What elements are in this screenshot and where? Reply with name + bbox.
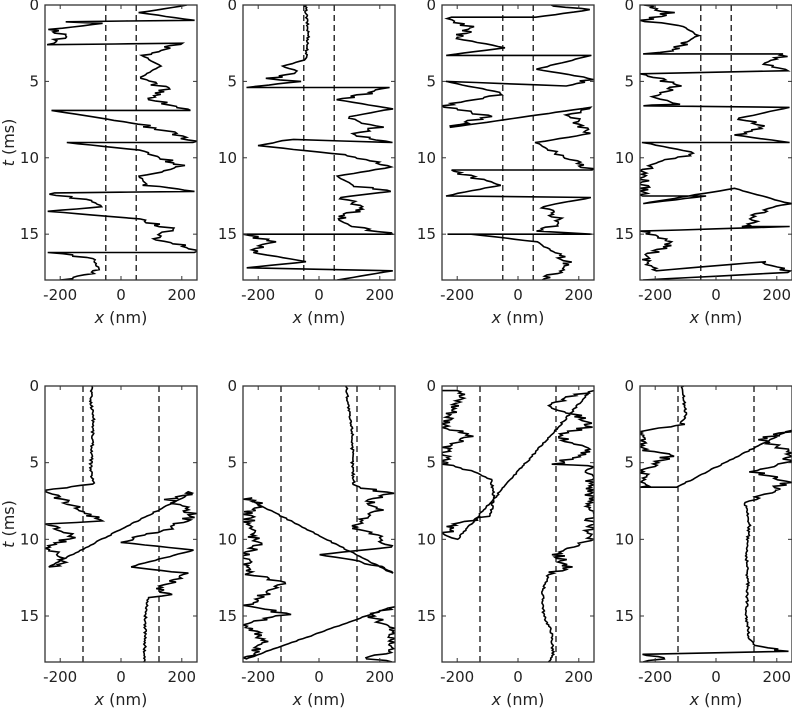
x-tick-label: -200 bbox=[241, 668, 275, 686]
axes-frame bbox=[441, 385, 595, 663]
x-tick-label: 200 bbox=[564, 286, 593, 304]
trajectory-trace bbox=[640, 5, 792, 280]
y-tick-label: 5 bbox=[227, 454, 237, 472]
x-tick-label: 0 bbox=[314, 286, 324, 304]
trajectory-trace bbox=[243, 5, 394, 280]
x-tick-label: 0 bbox=[513, 286, 523, 304]
y-tick-label: 0 bbox=[426, 377, 436, 395]
y-tick-label: 15 bbox=[417, 225, 436, 243]
y-axis-label: t (ms) bbox=[0, 500, 18, 548]
x-axis-label: x (nm) bbox=[292, 690, 346, 709]
x-tick-label: 200 bbox=[365, 286, 394, 304]
y-axis-label: t (ms) bbox=[0, 119, 18, 167]
x-tick-label: -200 bbox=[43, 286, 77, 304]
x-axis-label: x (nm) bbox=[689, 690, 743, 709]
y-tick-label: 0 bbox=[426, 0, 436, 14]
y-tick-label: 15 bbox=[615, 225, 634, 243]
trajectory-trace bbox=[442, 389, 594, 662]
trajectory-trace bbox=[640, 386, 792, 662]
x-axis-label: x (nm) bbox=[491, 690, 545, 709]
y-tick-label: 0 bbox=[624, 377, 634, 395]
x-tick-label: -200 bbox=[440, 286, 474, 304]
x-tick-label: 200 bbox=[365, 668, 394, 686]
x-tick-label: 0 bbox=[116, 668, 126, 686]
x-axis-label: x (nm) bbox=[94, 308, 148, 327]
y-tick-label: 0 bbox=[29, 0, 39, 14]
x-tick-label: 0 bbox=[314, 668, 324, 686]
panel-7: -200 0 200 0 5 10 15 x (nm) bbox=[417, 377, 595, 709]
x-tick-label: 0 bbox=[116, 286, 126, 304]
x-tick-label: -200 bbox=[440, 668, 474, 686]
y-tick-label: 10 bbox=[417, 149, 436, 167]
panel-1: -200 0 200 0 5 10 15 x (nm) t (ms) bbox=[0, 0, 198, 327]
y-tick-label: 15 bbox=[218, 607, 237, 625]
y-tick-label: 10 bbox=[615, 149, 634, 167]
x-tick-label: 200 bbox=[167, 668, 196, 686]
y-tick-label: 15 bbox=[417, 607, 436, 625]
x-tick-label: 0 bbox=[513, 668, 523, 686]
trajectory-trace bbox=[243, 386, 395, 662]
y-tick-label: 10 bbox=[20, 530, 39, 548]
y-tick-label: 5 bbox=[29, 72, 39, 90]
x-axis-label: x (nm) bbox=[491, 308, 545, 327]
y-tick-label: 15 bbox=[20, 225, 39, 243]
panel-6: -200 0 200 0 5 10 15 x (nm) bbox=[218, 377, 396, 709]
x-tick-label: 200 bbox=[564, 668, 593, 686]
panel-3: -200 0 200 0 5 10 15 x (nm) bbox=[417, 0, 595, 327]
y-tick-label: 0 bbox=[29, 377, 39, 395]
y-tick-label: 10 bbox=[218, 530, 237, 548]
panel-5: -200 0 200 0 5 10 15 x (nm) t (ms) bbox=[0, 377, 198, 709]
trajectory-trace bbox=[45, 386, 197, 662]
y-tick-label: 15 bbox=[218, 225, 237, 243]
y-tick-label: 15 bbox=[615, 607, 634, 625]
x-tick-label: 200 bbox=[762, 286, 791, 304]
y-tick-label: 10 bbox=[218, 149, 237, 167]
trajectory-trace bbox=[442, 5, 594, 280]
x-tick-label: 0 bbox=[711, 668, 721, 686]
y-tick-label: 5 bbox=[624, 72, 634, 90]
x-axis-label: x (nm) bbox=[689, 308, 743, 327]
y-tick-label: 10 bbox=[417, 530, 436, 548]
y-tick-label: 0 bbox=[624, 0, 634, 14]
y-tick-label: 5 bbox=[426, 72, 436, 90]
x-tick-label: 200 bbox=[167, 286, 196, 304]
y-tick-label: 5 bbox=[426, 454, 436, 472]
x-tick-label: -200 bbox=[43, 668, 77, 686]
axes-frame bbox=[441, 4, 595, 281]
x-tick-label: -200 bbox=[638, 668, 672, 686]
panel-2: -200 0 200 0 5 10 15 x (nm) bbox=[218, 0, 396, 327]
y-tick-label: 5 bbox=[227, 72, 237, 90]
y-tick-label: 10 bbox=[615, 530, 634, 548]
x-tick-label: 0 bbox=[711, 286, 721, 304]
panel-4: -200 0 200 0 5 10 15 x (nm) bbox=[615, 0, 792, 327]
y-tick-label: 10 bbox=[20, 149, 39, 167]
x-tick-label: -200 bbox=[241, 286, 275, 304]
y-tick-label: 5 bbox=[29, 454, 39, 472]
x-axis-label: x (nm) bbox=[292, 308, 346, 327]
trajectory-trace bbox=[46, 5, 197, 280]
x-tick-label: 200 bbox=[762, 668, 791, 686]
x-axis-label: x (nm) bbox=[94, 690, 148, 709]
x-tick-label: -200 bbox=[638, 286, 672, 304]
y-tick-label: 0 bbox=[227, 0, 237, 14]
panel-8: -200 0 200 0 5 10 15 x (nm) bbox=[615, 377, 792, 709]
y-tick-label: 5 bbox=[624, 454, 634, 472]
y-tick-label: 0 bbox=[227, 377, 237, 395]
y-tick-label: 15 bbox=[20, 607, 39, 625]
